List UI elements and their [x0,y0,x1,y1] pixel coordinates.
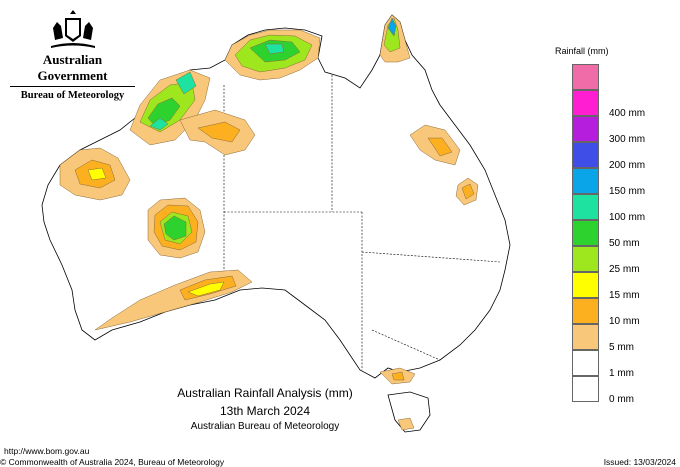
legend-label: 300 mm [609,134,646,145]
coat-of-arms-icon [50,10,95,48]
legend-row [555,64,670,90]
caption-date: 13th March 2024 [219,404,311,418]
legend-swatch [572,272,599,298]
legend-row: 0 mm [555,376,670,405]
legend-label: 50 mm [609,238,640,249]
legend-label: 10 mm [609,316,640,327]
legend-swatch [572,376,599,402]
legend-row: 1 mm [555,350,670,379]
legend-swatch [572,194,599,220]
bom-logo: Australian Government Bureau of Meteorol… [10,10,135,101]
legend-row: 200 mm [555,142,670,171]
legend-swatch [572,246,599,272]
caption-title: Australian Rainfall Analysis (mm) [177,386,353,400]
legend-swatch [572,90,599,116]
legend-swatch [572,324,599,350]
bom-url: http://www.bom.gov.au [4,446,90,456]
legend-swatch [572,116,599,142]
legend-swatch [572,168,599,194]
government-name: Australian Government [10,52,135,87]
legend-swatch [572,350,599,376]
legend-label: 15 mm [609,290,640,301]
legend-row: 10 mm [555,298,670,327]
legend-label: 1 mm [609,368,634,379]
caption-source: Australian Bureau of Meteorology [190,421,340,432]
legend-title: Rainfall (mm) [555,46,609,56]
legend-label: 400 mm [609,108,646,119]
legend-row: 5 mm [555,324,670,353]
legend-swatch [572,142,599,168]
legend-label: 5 mm [609,342,634,353]
issued-date: Issued: 13/03/2024 [603,457,676,467]
rainfall-shading [59,14,479,431]
legend-row: 300 mm [555,116,670,145]
legend-swatch [572,298,599,324]
legend-label: 150 mm [609,186,646,197]
copyright-notice: © Commonwealth of Australia 2024, Bureau… [0,457,225,467]
legend-row: 100 mm [555,194,670,223]
legend-row: 15 mm [555,272,670,301]
rainfall-legend: Rainfall (mm) 400 mm 300 mm 200 mm 150 mm 10… [555,46,670,405]
legend-label: 25 mm [609,264,640,275]
legend-row: 25 mm [555,246,670,275]
legend-label: 0 mm [609,394,634,405]
legend-row: 400 mm [555,90,670,119]
legend-row: 150 mm [555,168,670,197]
legend-swatch [572,64,599,90]
state-borders [223,75,501,370]
legend-row: 50 mm [555,220,670,249]
tasmania [387,391,431,433]
legend-swatch [572,220,599,246]
legend-label: 200 mm [609,160,646,171]
map-caption: Australian Rainfall Analysis (mm) 13th M… [120,386,410,432]
bureau-name: Bureau of Meteorology [20,90,125,101]
legend-label: 100 mm [609,212,646,223]
